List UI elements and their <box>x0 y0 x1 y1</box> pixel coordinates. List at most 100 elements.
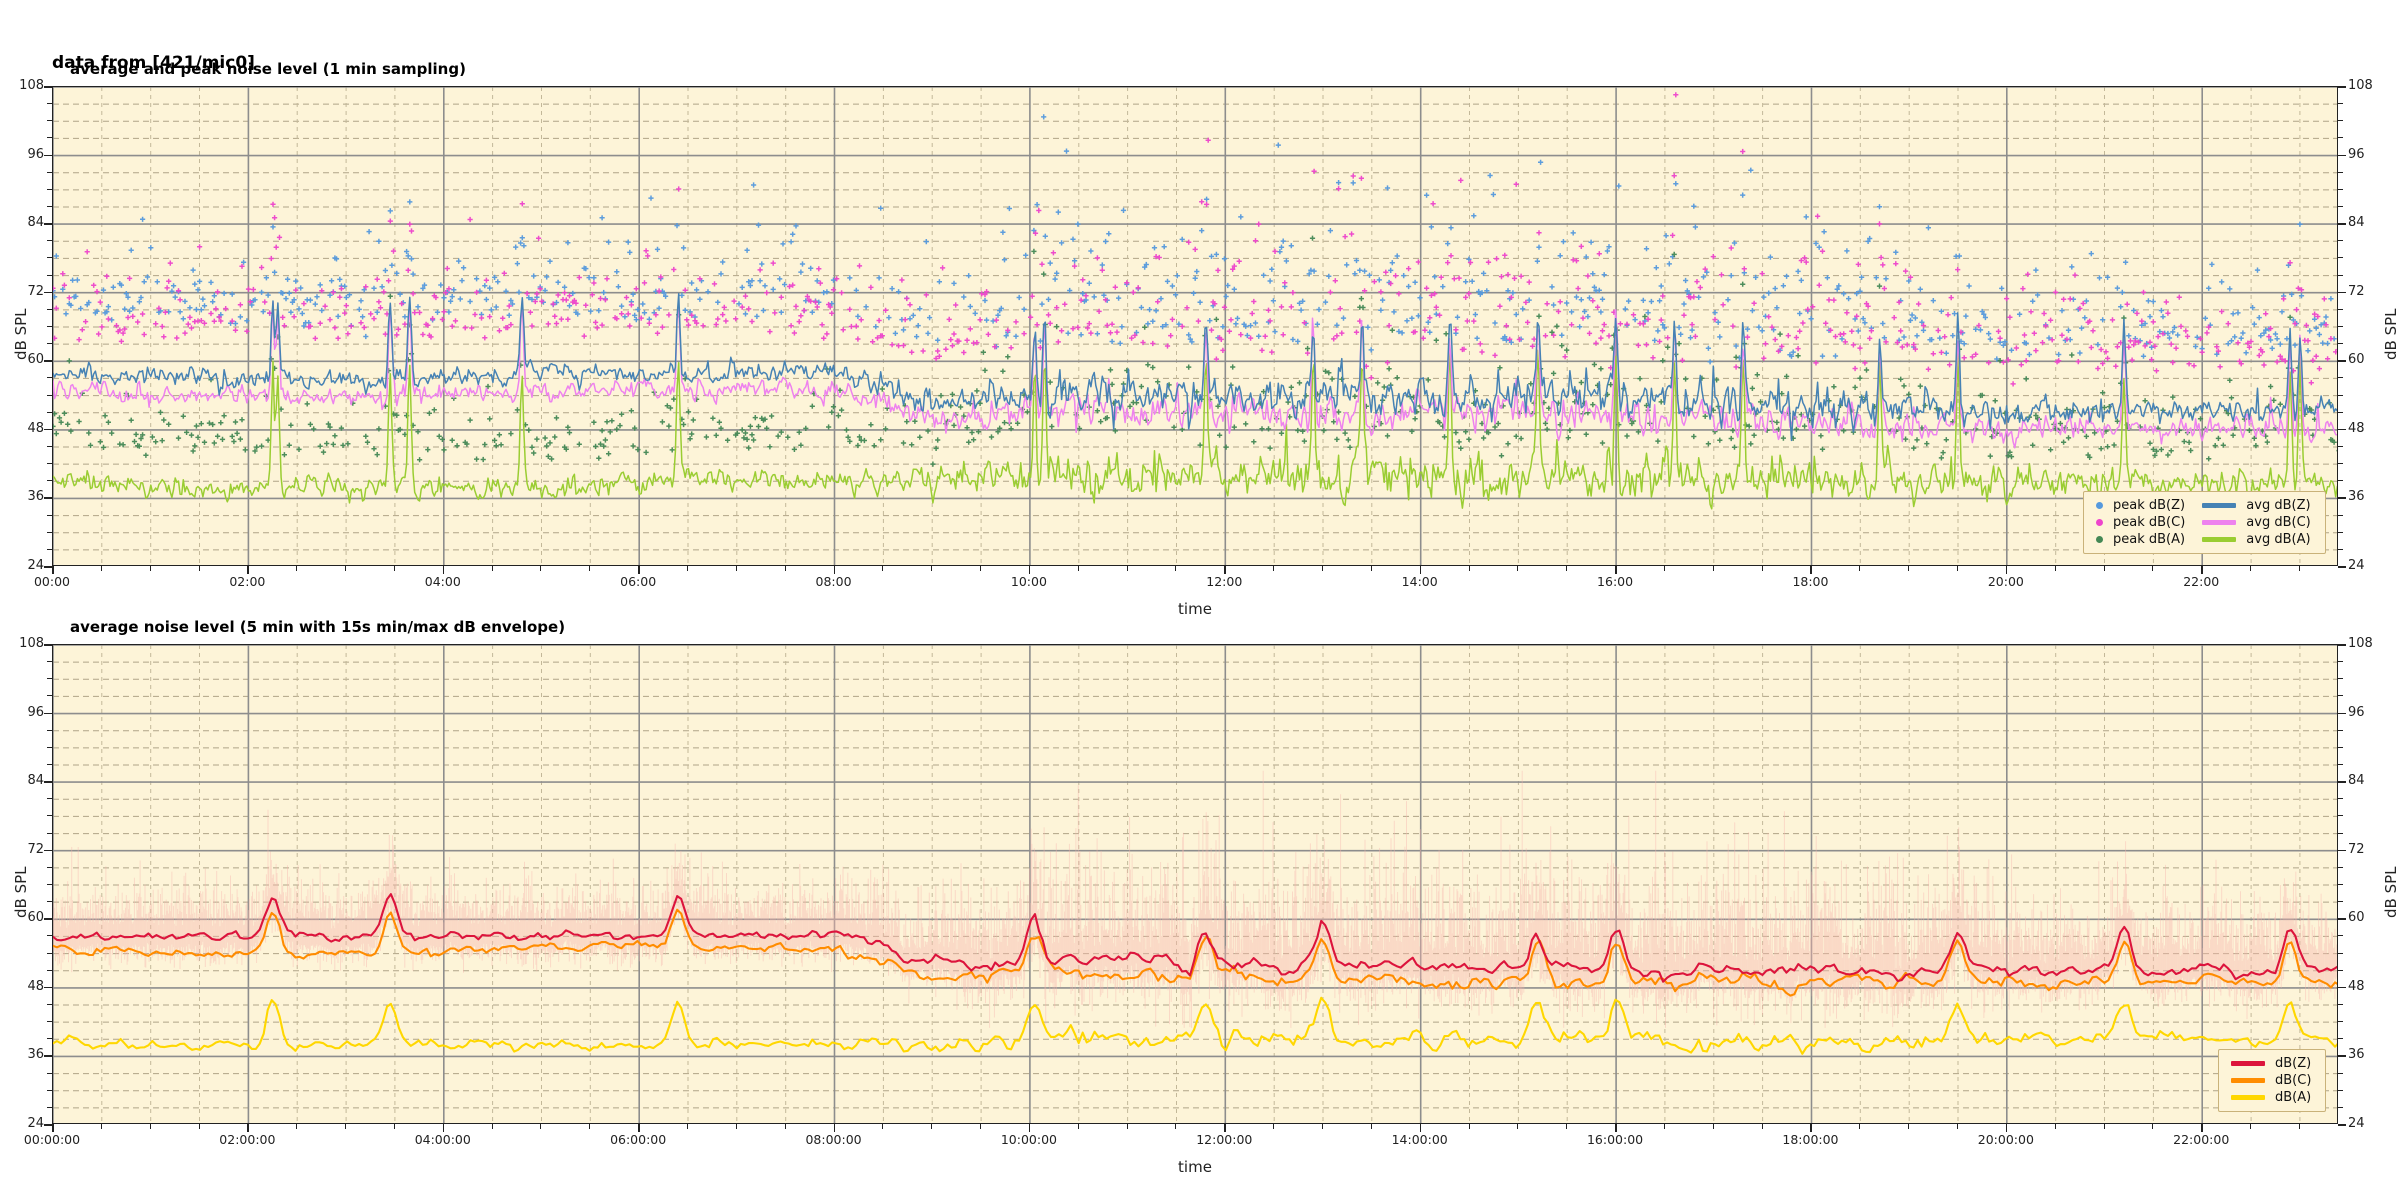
x-tick-mark <box>442 566 445 574</box>
x-tick-mark <box>1419 1124 1422 1132</box>
x-minor-tick <box>1908 566 1910 571</box>
y-minor-tick <box>2338 678 2343 680</box>
x-minor-tick <box>1468 566 1470 571</box>
x-tick-label: 22:00:00 <box>2173 1132 2230 1147</box>
x-minor-tick <box>589 1124 591 1129</box>
legend-dot-icon <box>2096 536 2103 543</box>
x-minor-tick <box>2054 1124 2056 1129</box>
y-minor-tick <box>2338 377 2343 379</box>
x-minor-tick <box>1761 566 1763 571</box>
y-minor-tick <box>47 1004 52 1005</box>
y-minor-tick <box>2338 480 2343 482</box>
y-minor-tick <box>47 935 52 937</box>
y-tick-label-right: 72 <box>2348 841 2365 857</box>
y-tick-mark <box>2338 1055 2346 1057</box>
y-tick-mark <box>2338 428 2346 431</box>
y-minor-tick <box>47 695 52 697</box>
y-tick-label-left: 48 <box>27 420 44 436</box>
y-minor-tick <box>2338 257 2343 259</box>
y-minor-tick <box>47 548 52 550</box>
legend-label: avg dB(C) <box>2246 515 2311 530</box>
x-tick-label: 16:00:00 <box>1586 1132 1644 1147</box>
y-tick-mark <box>2338 781 2346 783</box>
x-minor-tick <box>198 566 200 571</box>
y-tick-mark <box>44 566 52 568</box>
legend-label: avg dB(A) <box>2246 532 2311 547</box>
legend-marker <box>2091 497 2108 514</box>
y-tick-mark <box>44 1055 52 1057</box>
y-tick-label-right: 48 <box>2348 978 2365 994</box>
y-minor-tick <box>2338 729 2343 731</box>
x-minor-tick <box>393 1124 395 1129</box>
y-tick-mark <box>2338 566 2346 568</box>
x-axis-label-top: time <box>1178 600 1212 618</box>
x-minor-tick <box>1517 1124 1519 1129</box>
x-minor-tick <box>980 1124 982 1129</box>
plot-area-top <box>52 86 2338 566</box>
y-minor-tick <box>2338 969 2343 971</box>
x-tick-mark <box>1810 566 1812 574</box>
y-minor-tick <box>47 326 52 327</box>
x-minor-tick <box>882 566 884 571</box>
x-minor-tick <box>980 566 982 571</box>
y-tick-mark <box>44 986 52 989</box>
y-minor-tick <box>2338 308 2343 310</box>
legend-marker <box>2226 1072 2270 1089</box>
x-minor-tick <box>1126 566 1128 571</box>
x-minor-tick <box>2103 1124 2105 1129</box>
x-minor-tick <box>540 1124 542 1129</box>
x-tick-label: 10:00:00 <box>1000 1132 1057 1147</box>
y-minor-tick <box>2338 274 2343 276</box>
data-source-line: data from [421/mic0] <box>52 52 255 73</box>
y-tick-mark <box>2338 644 2346 646</box>
x-minor-tick <box>1370 566 1372 571</box>
x-tick-mark <box>1224 1124 1226 1132</box>
x-tick-label: 16:00 <box>1597 574 1634 589</box>
y-tick-label-left: 96 <box>27 146 44 162</box>
y-minor-tick <box>47 137 52 139</box>
y-tick-mark <box>2338 918 2346 920</box>
x-minor-tick <box>931 1124 933 1129</box>
x-minor-tick <box>1663 566 1665 571</box>
y-minor-tick <box>47 240 52 242</box>
legend-label: avg dB(Z) <box>2246 498 2311 513</box>
y-minor-tick <box>47 171 52 173</box>
legend-line-icon <box>2231 1078 2265 1083</box>
x-tick-label: 06:00 <box>620 574 657 589</box>
legend-row: dB(Z) <box>2226 1055 2316 1072</box>
y-minor-tick <box>2338 343 2343 345</box>
x-tick-label: 14:00 <box>1401 574 1438 589</box>
legend-row: peak dB(C) avg dB(C) <box>2091 514 2316 531</box>
y-minor-tick <box>47 678 52 680</box>
x-minor-tick <box>1322 566 1323 571</box>
x-tick-label: 04:00 <box>424 574 461 589</box>
legend-line-icon <box>2202 503 2237 508</box>
x-minor-tick <box>198 1124 200 1129</box>
x-tick-mark <box>52 1124 54 1132</box>
x-minor-tick <box>149 1124 151 1129</box>
x-minor-tick <box>100 566 102 571</box>
y-tick-label-right: 108 <box>2348 636 2373 651</box>
y-tick-label-right: 108 <box>2348 78 2373 93</box>
x-minor-tick <box>393 566 395 571</box>
y-tick-label-left: 96 <box>27 704 44 720</box>
x-minor-tick <box>100 1124 102 1129</box>
legend-marker <box>2190 514 2241 531</box>
y-tick-mark <box>44 86 52 88</box>
y-minor-tick <box>47 969 52 971</box>
y-tick-label-right: 24 <box>2348 558 2365 573</box>
y-tick-label-right: 36 <box>2348 1047 2365 1063</box>
x-minor-tick <box>784 1124 786 1129</box>
x-minor-tick <box>1468 1124 1470 1129</box>
x-tick-mark <box>1224 566 1226 574</box>
x-minor-tick <box>1322 1124 1323 1129</box>
y-minor-tick <box>2338 746 2343 748</box>
y-tick-label-right: 96 <box>2348 146 2365 162</box>
chart-panel-top: average and peak noise level (1 min samp… <box>0 0 2400 618</box>
x-minor-tick <box>345 566 347 571</box>
x-tick-label: 12:00:00 <box>1196 1132 1253 1147</box>
x-tick-mark <box>2201 566 2203 574</box>
x-minor-tick <box>1077 1124 1079 1129</box>
